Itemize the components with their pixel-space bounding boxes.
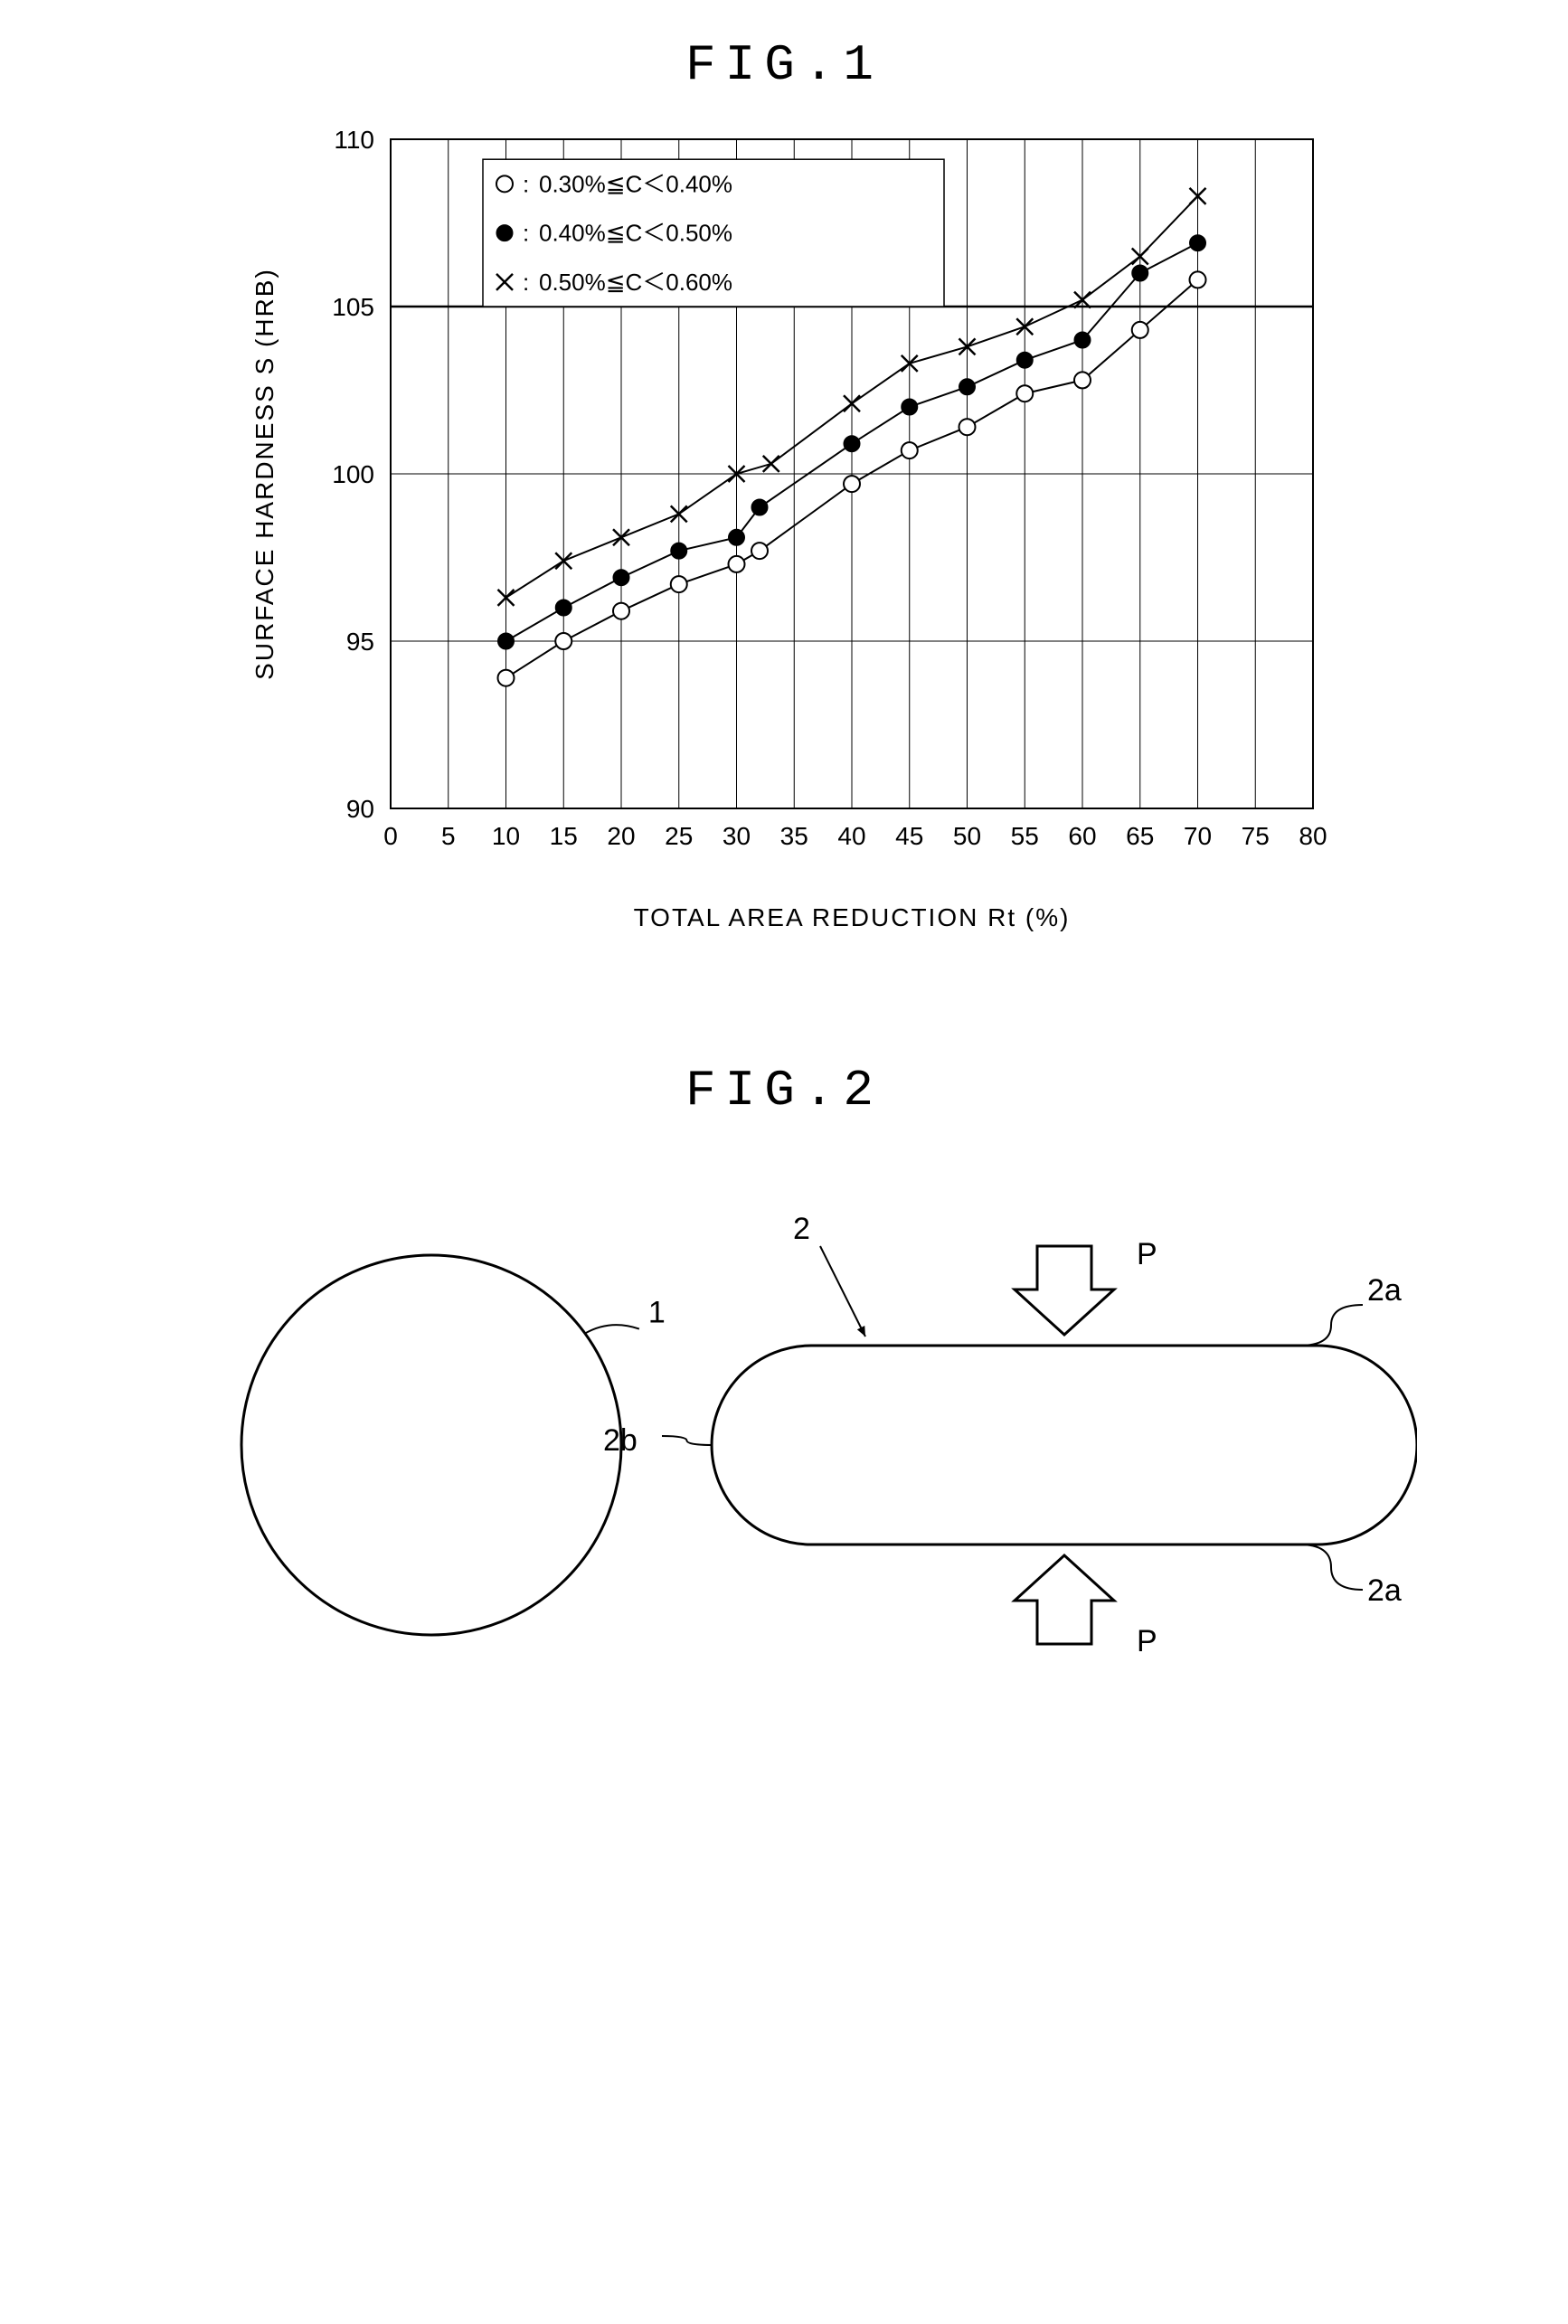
fig1-block: FIG.1 0 5 10 15 20 25 30 35 40 45 50 55 60 65 70 75 80 90…: [219, 36, 1349, 953]
svg-text:P: P: [1137, 1237, 1157, 1271]
fig2-svg: 12a2a2b2b2PP: [151, 1147, 1417, 1707]
fig1-svg: 0 5 10 15 20 25 30 35 40 45 50 55 60 65 70 75 80 90 95 100 1…: [219, 121, 1349, 953]
svg-text:15: 15: [550, 822, 578, 850]
svg-text:2: 2: [793, 1212, 810, 1246]
svg-text:30: 30: [723, 822, 751, 850]
svg-text:90: 90: [346, 795, 374, 823]
svg-text:10: 10: [492, 822, 520, 850]
svg-text:20: 20: [607, 822, 635, 850]
svg-text:80: 80: [1299, 822, 1327, 850]
svg-text::: :: [523, 269, 529, 296]
fig2-title: FIG.2: [151, 1062, 1417, 1119]
svg-text:95: 95: [346, 628, 374, 656]
fig2-block: FIG.2 12a2a2b2b2PP: [151, 1062, 1417, 1707]
svg-text:0.40%≦C＜0.50%: 0.40%≦C＜0.50%: [539, 220, 732, 247]
svg-text:40: 40: [837, 822, 865, 850]
svg-text:45: 45: [895, 822, 923, 850]
svg-text:P: P: [1137, 1624, 1157, 1658]
svg-text:50: 50: [953, 822, 981, 850]
fig1-title: FIG.1: [219, 36, 1349, 94]
svg-text:100: 100: [332, 460, 374, 488]
svg-text:TOTAL AREA REDUCTION Rt (%): TOTAL AREA REDUCTION Rt (%): [634, 903, 1071, 931]
svg-text:25: 25: [665, 822, 693, 850]
svg-text:0.30%≦C＜0.40%: 0.30%≦C＜0.40%: [539, 170, 732, 197]
svg-text:0.50%≦C＜0.60%: 0.50%≦C＜0.60%: [539, 269, 732, 296]
svg-text:5: 5: [441, 822, 456, 850]
svg-text:105: 105: [332, 293, 374, 321]
svg-text:SURFACE HARDNESS S (HRB): SURFACE HARDNESS S (HRB): [250, 268, 279, 680]
svg-text::: :: [523, 170, 529, 197]
svg-text:1: 1: [648, 1296, 666, 1330]
svg-text:55: 55: [1011, 822, 1039, 850]
svg-text:2b: 2b: [603, 1423, 638, 1458]
svg-text:110: 110: [334, 126, 374, 154]
svg-text:70: 70: [1184, 822, 1212, 850]
svg-text:60: 60: [1068, 822, 1096, 850]
svg-text:75: 75: [1242, 822, 1270, 850]
svg-text:0: 0: [383, 822, 398, 850]
svg-text:65: 65: [1126, 822, 1154, 850]
svg-text:35: 35: [780, 822, 808, 850]
svg-text::: :: [523, 220, 529, 247]
fig1-chart: 0 5 10 15 20 25 30 35 40 45 50 55 60 65 70 75 80 90 95 100 1…: [219, 121, 1349, 953]
svg-text:2a: 2a: [1367, 1273, 1402, 1308]
svg-text:2a: 2a: [1367, 1573, 1402, 1608]
